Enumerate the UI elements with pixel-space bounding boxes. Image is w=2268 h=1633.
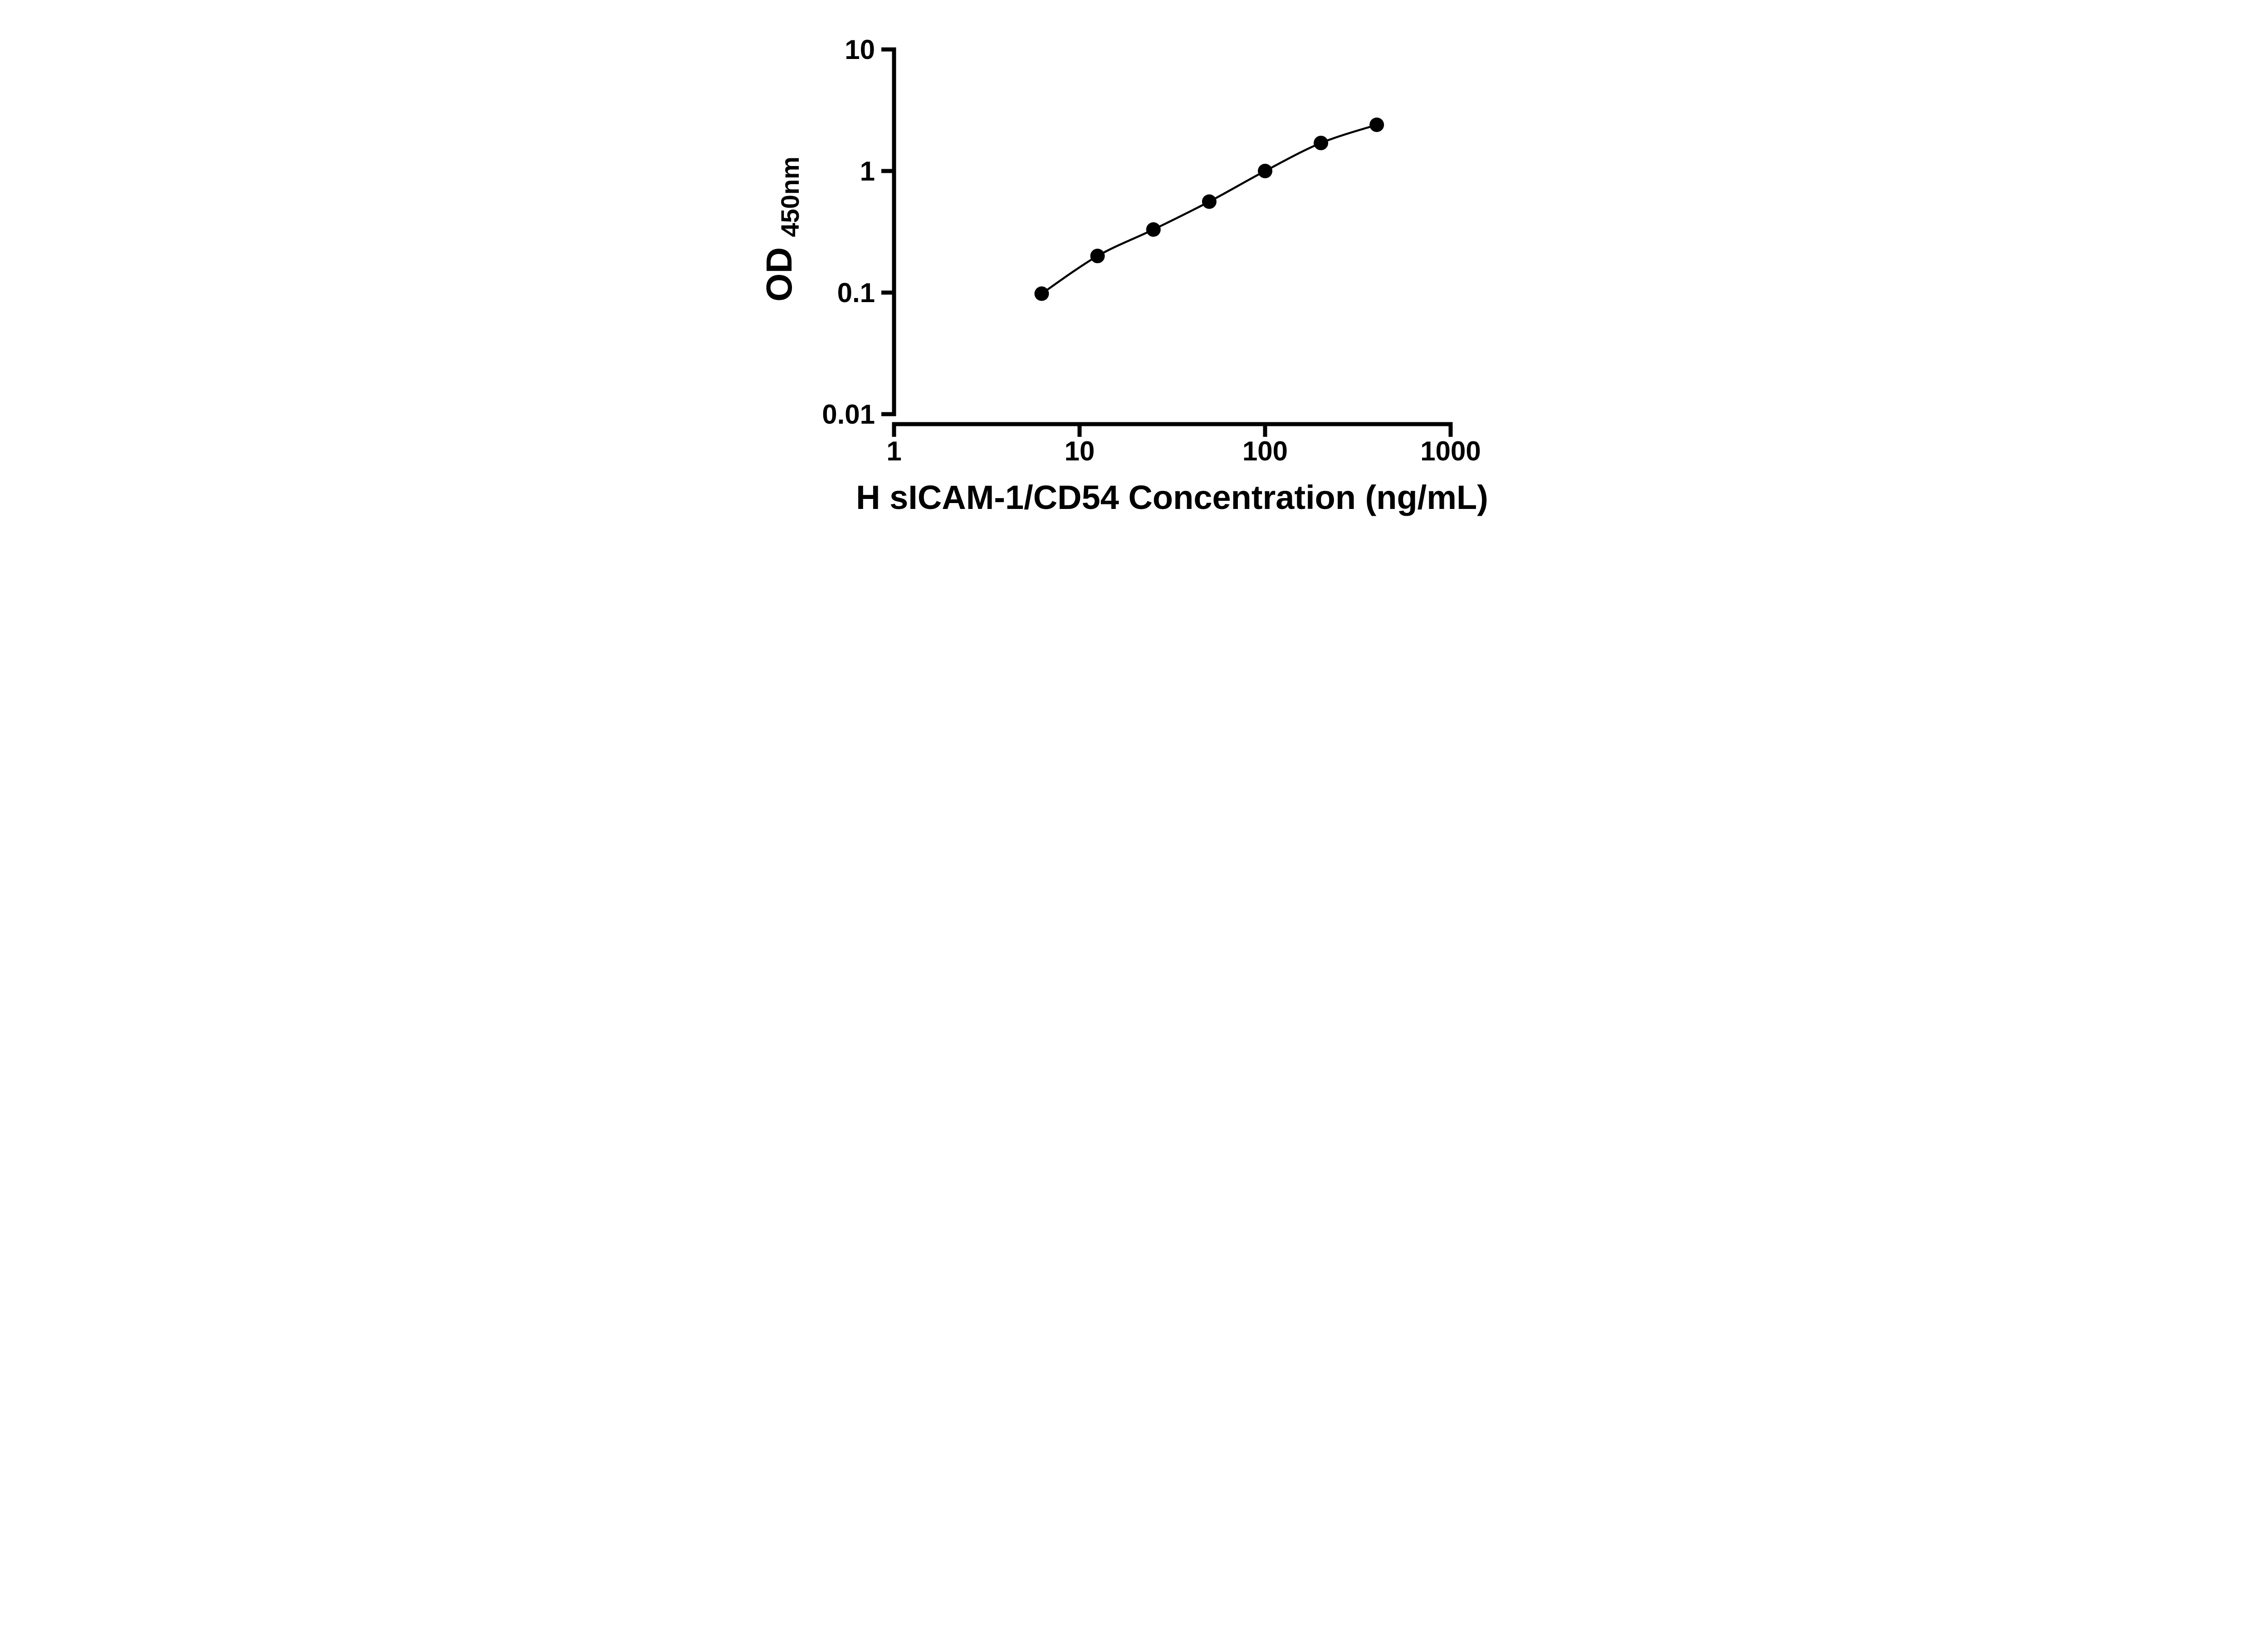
y-tick-label: 0.01 (822, 399, 875, 430)
y-axis-label: OD 450nm (759, 156, 804, 302)
y-tick-label: 0.1 (837, 278, 875, 308)
fit-curve-layer (1041, 123, 1377, 295)
x-tick-label: 100 (1242, 436, 1288, 466)
x-axis-label: H sICAM-1/CD54 Concentration (ng/mL) (856, 479, 1488, 516)
tick-labels-layer: 1 10 100 1000 0.01 0.1 1 10 (822, 34, 1481, 466)
data-point (1034, 286, 1049, 301)
data-point (1202, 194, 1217, 209)
data-point (1369, 117, 1384, 132)
axes-layer (892, 47, 1453, 426)
data-points-layer (1034, 117, 1384, 301)
data-point (1090, 249, 1105, 264)
x-tick-label: 1 (886, 436, 901, 466)
y-tick-label: 1 (860, 156, 875, 186)
data-point (1146, 222, 1161, 237)
y-axis-label-main: OD (759, 247, 799, 302)
fit-curve (1041, 123, 1377, 295)
y-tick-label: 10 (845, 34, 875, 65)
chart-canvas: 1 10 100 1000 0.01 0.1 1 10 H sICAM-1/CD54 Conc… (759, 34, 1488, 516)
y-axis-label-subscript: 450nm (776, 156, 804, 237)
data-point (1314, 136, 1329, 151)
x-tick-label: 10 (1065, 436, 1095, 466)
elisa-standard-curve-figure: 1 10 100 1000 0.01 0.1 1 10 H sICAM-1/CD54 Conc… (746, 0, 1522, 544)
ticks-layer (881, 47, 1453, 437)
data-point (1258, 164, 1272, 178)
x-tick-label: 1000 (1420, 436, 1481, 466)
